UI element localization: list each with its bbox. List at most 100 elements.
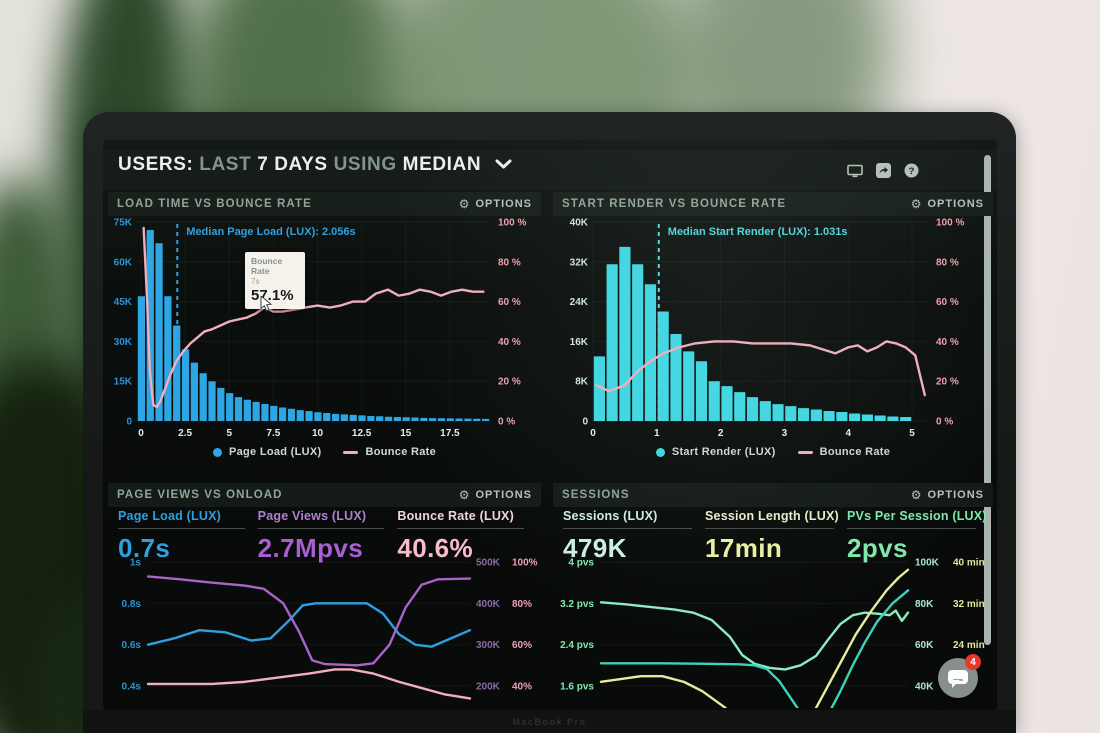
bar[interactable]	[234, 397, 243, 421]
options-button[interactable]: ⚙ OPTIONS	[459, 489, 532, 501]
bar[interactable]	[606, 264, 618, 421]
bar[interactable]	[420, 417, 428, 421]
bar[interactable]	[190, 362, 198, 421]
line-series[interactable]	[599, 589, 910, 708]
y-axis-tick: 0.6s	[122, 640, 142, 651]
bar[interactable]	[721, 386, 733, 421]
bar[interactable]	[670, 333, 682, 421]
bar[interactable]	[657, 311, 669, 421]
legend-item[interactable]: Page Load (LUX)	[212, 446, 322, 458]
share-icon[interactable]	[876, 163, 891, 178]
bar[interactable]	[164, 296, 172, 421]
bar[interactable]	[446, 418, 454, 421]
bar[interactable]	[708, 381, 720, 421]
bar[interactable]	[358, 415, 366, 421]
chat-button[interactable]: 4	[938, 654, 981, 698]
bar[interactable]	[402, 417, 410, 421]
options-button[interactable]: ⚙ OPTIONS	[911, 489, 984, 501]
legend-item[interactable]: Start Render (LUX)	[655, 446, 776, 458]
metric-bounce-rate: Bounce Rate (LUX) 40.6%	[397, 509, 535, 564]
bar[interactable]	[797, 408, 810, 421]
bar[interactable]	[849, 413, 861, 421]
bar[interactable]	[644, 284, 657, 421]
bar[interactable]	[393, 417, 401, 421]
bar[interactable]	[900, 417, 912, 421]
bar[interactable]	[217, 387, 225, 421]
page-views-onload-chart[interactable]: 1s 500K 100% 0.8s 400K 80% 0.6s 300K 60% 0.4s 200K…	[108, 555, 541, 708]
bar[interactable]	[323, 413, 331, 421]
line-series[interactable]	[599, 568, 910, 708]
panel-title: PAGE VIEWS VS ONLOAD	[117, 489, 283, 501]
date-range-selector[interactable]: USERS: LAST 7 DAYS USING MEDIAN	[118, 155, 512, 174]
bar[interactable]	[208, 381, 216, 421]
bar[interactable]	[481, 418, 490, 421]
bar[interactable]	[376, 416, 384, 421]
bar[interactable]	[296, 410, 304, 421]
legend-item[interactable]: Bounce Rate	[797, 446, 891, 458]
bar[interactable]	[243, 399, 251, 421]
bar[interactable]	[226, 393, 234, 421]
line-series[interactable]	[599, 601, 910, 671]
bar[interactable]	[619, 246, 631, 421]
bar[interactable]	[305, 411, 313, 421]
laptop-bezel: USERS: LAST 7 DAYS USING MEDIAN	[83, 112, 1016, 733]
bar[interactable]	[287, 408, 296, 421]
bar[interactable]	[861, 414, 873, 421]
bar[interactable]	[473, 418, 481, 421]
bar[interactable]	[874, 415, 886, 421]
bar[interactable]	[455, 418, 463, 421]
bar[interactable]	[429, 418, 437, 421]
start-render-chart[interactable]: 40K 100 % 32K 80 % 24K 60 % 16K 40 % 8K 20 % 0 0 % 0…	[553, 216, 993, 446]
bar[interactable]	[437, 418, 446, 421]
bar[interactable]	[137, 296, 146, 421]
gear-icon: ⚙	[910, 488, 923, 502]
bar[interactable]	[887, 416, 899, 421]
bar[interactable]	[181, 349, 190, 421]
load-time-chart[interactable]: 75K 100 % 60K 80 % 45K 60 % 30K 40 % 15K 20 % 0 0 %…	[108, 216, 541, 446]
bar[interactable]	[683, 351, 695, 421]
legend-label: Page Load (LUX)	[228, 446, 322, 458]
bar[interactable]	[411, 417, 419, 421]
bar[interactable]	[349, 414, 357, 421]
bar[interactable]	[759, 401, 771, 421]
line-series[interactable]	[146, 668, 472, 700]
bar[interactable]	[810, 409, 822, 421]
line-series[interactable]	[146, 575, 472, 667]
bar[interactable]	[314, 412, 322, 421]
bar[interactable]	[746, 397, 759, 421]
bar[interactable]	[464, 418, 472, 421]
y-axis-tick-right: 20 %	[936, 377, 959, 388]
bar[interactable]	[632, 264, 644, 421]
bar[interactable]	[173, 325, 181, 421]
bar[interactable]	[785, 406, 797, 421]
bar[interactable]	[199, 373, 207, 421]
options-button[interactable]: ⚙ OPTIONS	[459, 198, 532, 210]
y-axis-tick-right: 60 %	[936, 297, 959, 308]
bar[interactable]	[331, 413, 340, 421]
bar[interactable]	[593, 356, 605, 421]
legend-item[interactable]: Bounce Rate	[343, 446, 436, 458]
sessions-chart[interactable]: 4 pvs 100K 40 min 3.2 pvs 80K 32 min 2.4 pvs 60…	[553, 555, 993, 708]
tooltip-value: 57.1%	[251, 287, 294, 304]
bar[interactable]	[261, 404, 269, 421]
bar[interactable]	[146, 229, 154, 421]
bar[interactable]	[772, 404, 784, 421]
bar[interactable]	[384, 416, 393, 421]
bar[interactable]	[270, 405, 278, 421]
bar[interactable]	[695, 361, 708, 421]
scrollbar[interactable]	[984, 155, 991, 645]
bar[interactable]	[823, 411, 835, 421]
monitor-icon[interactable]	[847, 164, 863, 178]
panel-header: LOAD TIME VS BOUNCE RATE ⚙ OPTIONS	[108, 192, 541, 216]
bar[interactable]	[836, 412, 848, 421]
options-button[interactable]: ⚙ OPTIONS	[911, 198, 984, 210]
help-icon[interactable]: ?	[904, 163, 919, 178]
line-series[interactable]	[146, 602, 472, 648]
bar[interactable]	[279, 407, 287, 421]
bar[interactable]	[367, 415, 375, 421]
bar[interactable]	[340, 414, 348, 421]
bar[interactable]	[252, 401, 260, 421]
bar[interactable]	[155, 243, 163, 421]
line-series[interactable]	[594, 340, 927, 397]
bar[interactable]	[734, 392, 746, 421]
